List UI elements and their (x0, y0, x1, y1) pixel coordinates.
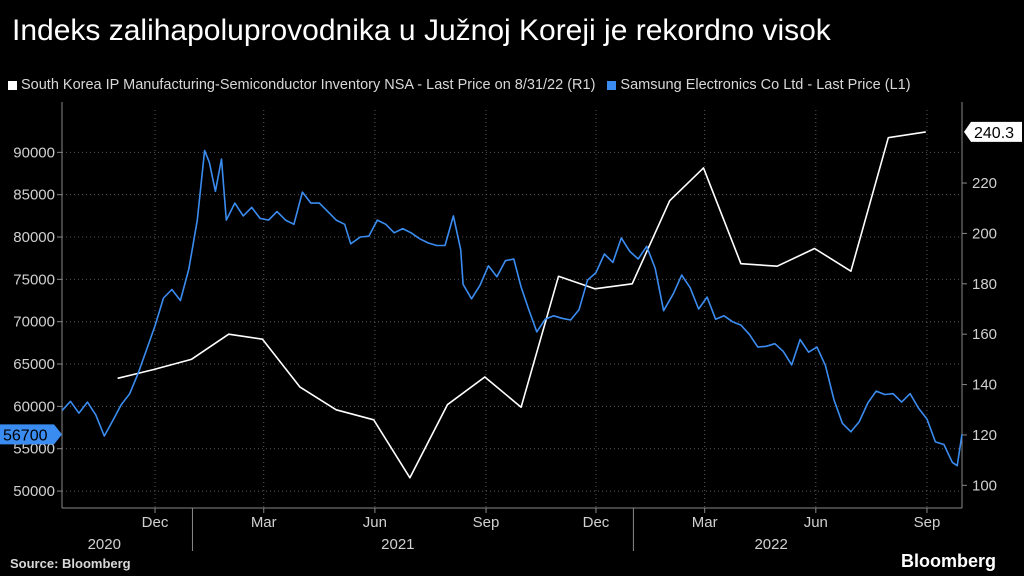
y-left-tick-label: 90000 (13, 144, 55, 161)
samsung-last-value-label: 56700 (3, 427, 48, 444)
samsung-series-line (61, 149, 963, 467)
samsung-legend-swatch (607, 80, 617, 90)
y-left-tick-label: 50000 (13, 483, 55, 500)
y-right-tick-label: 200 (972, 225, 997, 242)
inventory-last-value-marker (964, 121, 1022, 142)
inventory-series-line (117, 131, 926, 479)
legend-item-samsung: Samsung Electronics Co Ltd - Last Price … (620, 77, 911, 93)
y-left-tick-label: 60000 (13, 398, 55, 415)
y-right-tick-label: 180 (972, 276, 997, 293)
inventory-last-value-label: 240.3 (974, 125, 1014, 142)
x-tick-label: Sep (914, 514, 941, 531)
y-left-tick-label: 55000 (13, 441, 55, 458)
x-tick-label: Dec (142, 514, 169, 531)
samsung-last-value-marker (0, 424, 62, 445)
inventory-legend-swatch (8, 80, 17, 90)
x-tick-label: Jun (804, 514, 828, 531)
legend-item-inventory: South Korea IP Manufacturing-Semiconduct… (21, 77, 596, 93)
x-year-label: 2021 (381, 536, 414, 553)
x-year-label: 2020 (88, 536, 121, 553)
y-left-tick-label: 80000 (13, 229, 55, 246)
y-left-tick-label: 85000 (13, 187, 55, 204)
y-left-tick-label: 65000 (13, 356, 55, 373)
bloomberg-logo: Bloomberg (900, 551, 996, 571)
x-tick-label: Sep (473, 514, 500, 531)
x-tick-label: Mar (692, 514, 718, 531)
x-year-label: 2022 (754, 536, 787, 553)
source-note: Source: Bloomberg (10, 556, 131, 571)
chart-title: Indeks zalihapoluprovodnika u Južnoj Kor… (12, 14, 831, 47)
y-right-tick-label: 100 (972, 477, 997, 494)
x-tick-label: Mar (251, 514, 277, 531)
legend: South Korea IP Manufacturing-Semiconduct… (8, 77, 911, 93)
x-tick-label: Dec (583, 514, 610, 531)
y-left-tick-label: 75000 (13, 271, 55, 288)
x-tick-label: Jun (363, 514, 387, 531)
y-right-tick-label: 140 (972, 377, 997, 394)
y-left-tick-label: 70000 (13, 314, 55, 331)
y-right-tick-label: 220 (972, 175, 997, 192)
y-right-tick-label: 160 (972, 326, 997, 343)
y-right-tick-label: 120 (972, 427, 997, 444)
